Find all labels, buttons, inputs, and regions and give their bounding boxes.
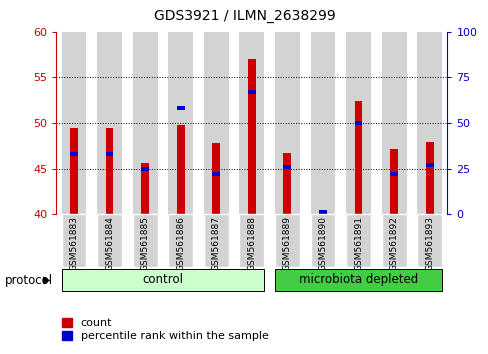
Bar [389, 149, 397, 214]
Bar [97, 32, 122, 214]
Bar [425, 163, 433, 167]
FancyBboxPatch shape [239, 214, 264, 267]
Text: GDS3921 / ILMN_2638299: GDS3921 / ILMN_2638299 [153, 9, 335, 23]
FancyBboxPatch shape [61, 269, 264, 291]
Text: GSM561891: GSM561891 [353, 216, 362, 271]
Bar [177, 125, 184, 214]
FancyBboxPatch shape [416, 214, 441, 267]
Bar [346, 32, 370, 214]
FancyBboxPatch shape [168, 214, 193, 267]
Text: protocol: protocol [5, 274, 53, 286]
Bar [239, 32, 264, 214]
Text: GSM561888: GSM561888 [247, 216, 256, 271]
Text: ▶: ▶ [43, 275, 51, 285]
Bar [105, 127, 113, 214]
Bar [318, 210, 326, 215]
Legend: count, percentile rank within the sample: count, percentile rank within the sample [61, 318, 268, 341]
Bar [212, 143, 220, 214]
Bar [318, 213, 326, 214]
Text: GSM561890: GSM561890 [318, 216, 327, 271]
Bar [247, 59, 255, 214]
Bar [141, 163, 149, 214]
FancyBboxPatch shape [381, 214, 406, 267]
Bar [141, 166, 149, 171]
Bar [274, 32, 299, 214]
Bar [177, 107, 184, 110]
Bar [70, 127, 78, 214]
FancyBboxPatch shape [346, 214, 370, 267]
Text: GSM561884: GSM561884 [105, 216, 114, 271]
Bar [61, 32, 86, 214]
FancyBboxPatch shape [274, 269, 441, 291]
Bar [283, 153, 291, 214]
Bar [203, 32, 228, 214]
FancyBboxPatch shape [274, 214, 299, 267]
Bar [354, 101, 362, 214]
Bar [354, 121, 362, 125]
Bar [70, 152, 78, 156]
FancyBboxPatch shape [310, 214, 335, 267]
Text: GSM561892: GSM561892 [389, 216, 398, 271]
FancyBboxPatch shape [97, 214, 122, 267]
FancyBboxPatch shape [132, 214, 157, 267]
Text: GSM561893: GSM561893 [424, 216, 433, 271]
Text: GSM561885: GSM561885 [141, 216, 149, 271]
Text: GSM561886: GSM561886 [176, 216, 185, 271]
Text: GSM561887: GSM561887 [211, 216, 220, 271]
Bar [132, 32, 157, 214]
Bar [425, 142, 433, 214]
Text: GSM561883: GSM561883 [69, 216, 79, 271]
Bar [416, 32, 441, 214]
Bar [389, 172, 397, 176]
Text: microbiota depleted: microbiota depleted [298, 273, 417, 286]
Bar [168, 32, 193, 214]
Bar [283, 165, 291, 169]
FancyBboxPatch shape [61, 214, 86, 267]
Bar [247, 90, 255, 94]
Text: GSM561889: GSM561889 [283, 216, 291, 271]
Text: control: control [142, 273, 183, 286]
Bar [105, 152, 113, 156]
Bar [212, 172, 220, 176]
Bar [381, 32, 406, 214]
FancyBboxPatch shape [203, 214, 228, 267]
Bar [310, 32, 335, 214]
